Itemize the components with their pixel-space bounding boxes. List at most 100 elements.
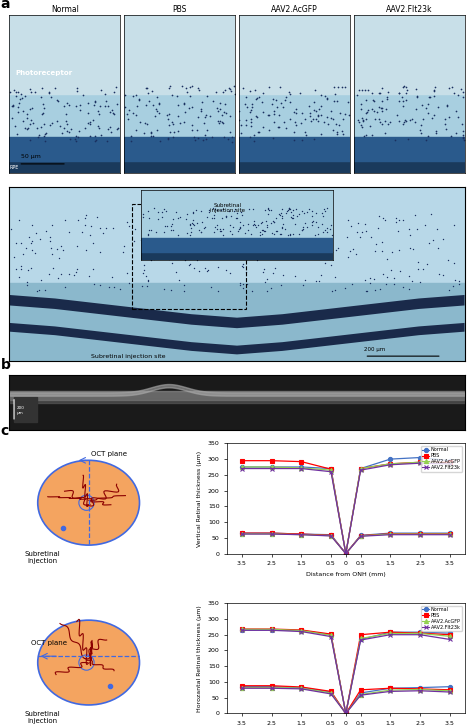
Point bbox=[65, 126, 73, 138]
Text: OCT plane: OCT plane bbox=[91, 451, 127, 457]
Point bbox=[412, 83, 419, 95]
Point bbox=[59, 244, 66, 256]
Text: Subretinal
injection: Subretinal injection bbox=[24, 711, 60, 724]
Point bbox=[344, 96, 352, 108]
Point bbox=[142, 270, 150, 282]
Point bbox=[105, 281, 113, 293]
Point bbox=[27, 237, 35, 249]
Point bbox=[366, 272, 374, 284]
AAV2.Flt23k bbox=[387, 630, 393, 639]
Point bbox=[451, 219, 458, 231]
Point bbox=[237, 277, 244, 289]
AAV2.AcGFP bbox=[387, 459, 393, 468]
Point bbox=[408, 275, 416, 287]
Point bbox=[216, 117, 223, 129]
Point bbox=[55, 272, 62, 284]
Point bbox=[14, 106, 21, 118]
Point bbox=[135, 92, 142, 104]
Point bbox=[181, 285, 188, 296]
Point bbox=[265, 124, 273, 136]
Point bbox=[378, 106, 386, 117]
Point bbox=[71, 133, 79, 145]
Point bbox=[113, 98, 120, 110]
Point bbox=[405, 270, 413, 282]
AAV2.AcGFP bbox=[239, 625, 245, 633]
Point bbox=[112, 81, 120, 92]
Point bbox=[355, 114, 362, 126]
Point bbox=[226, 126, 234, 138]
PBS bbox=[417, 629, 423, 638]
Point bbox=[362, 225, 369, 237]
Point bbox=[430, 85, 438, 97]
Point bbox=[396, 245, 403, 256]
Text: 200
μm: 200 μm bbox=[16, 406, 24, 415]
Point bbox=[426, 92, 434, 103]
Point bbox=[310, 133, 318, 145]
Bar bbox=[14, 397, 37, 422]
Point bbox=[409, 243, 416, 255]
Point bbox=[116, 282, 123, 294]
Point bbox=[219, 109, 226, 121]
Point bbox=[165, 82, 173, 94]
Point bbox=[23, 123, 30, 135]
Point bbox=[405, 223, 412, 234]
Point bbox=[164, 113, 172, 124]
Point bbox=[262, 223, 270, 235]
Point bbox=[382, 103, 390, 115]
Point bbox=[445, 285, 453, 296]
Point bbox=[85, 270, 93, 282]
Point bbox=[419, 100, 426, 111]
Point bbox=[138, 280, 146, 292]
Bar bbox=[9, 161, 120, 173]
Point bbox=[144, 274, 152, 286]
Point bbox=[127, 135, 135, 146]
Point bbox=[373, 106, 381, 118]
Point bbox=[346, 245, 354, 257]
Point bbox=[441, 113, 448, 124]
Point bbox=[90, 278, 97, 290]
Point bbox=[341, 82, 349, 93]
Point bbox=[278, 237, 285, 249]
Point bbox=[298, 108, 305, 119]
Point bbox=[255, 127, 263, 138]
Point bbox=[17, 93, 24, 105]
Point bbox=[443, 123, 450, 135]
Point bbox=[70, 269, 78, 281]
PBS bbox=[328, 464, 334, 473]
Point bbox=[237, 127, 245, 138]
Point bbox=[236, 105, 243, 116]
Point bbox=[108, 272, 116, 283]
Point bbox=[459, 87, 467, 98]
Bar bbox=[354, 137, 465, 161]
Point bbox=[102, 95, 109, 107]
Point bbox=[206, 221, 214, 232]
Normal bbox=[299, 462, 304, 471]
Point bbox=[392, 216, 400, 228]
Normal bbox=[358, 464, 364, 473]
Point bbox=[354, 90, 361, 101]
Point bbox=[96, 100, 103, 112]
Point bbox=[123, 108, 131, 120]
Point bbox=[460, 131, 467, 143]
PBS bbox=[328, 630, 334, 638]
Point bbox=[355, 116, 363, 128]
Point bbox=[165, 234, 173, 246]
Point bbox=[25, 122, 32, 134]
Point bbox=[317, 108, 324, 120]
Point bbox=[47, 91, 55, 103]
Point bbox=[251, 84, 258, 95]
Point bbox=[168, 90, 176, 101]
Point bbox=[402, 94, 410, 106]
Point bbox=[324, 93, 331, 105]
Point bbox=[124, 113, 131, 124]
AAV2.Flt23k bbox=[269, 464, 274, 473]
Point bbox=[15, 214, 23, 226]
Line: AAV2.AcGFP: AAV2.AcGFP bbox=[240, 460, 452, 555]
Point bbox=[283, 91, 290, 103]
Point bbox=[295, 242, 303, 253]
Point bbox=[454, 111, 462, 123]
Normal bbox=[447, 456, 453, 465]
Point bbox=[189, 119, 196, 131]
Point bbox=[225, 134, 232, 146]
Point bbox=[361, 84, 368, 95]
